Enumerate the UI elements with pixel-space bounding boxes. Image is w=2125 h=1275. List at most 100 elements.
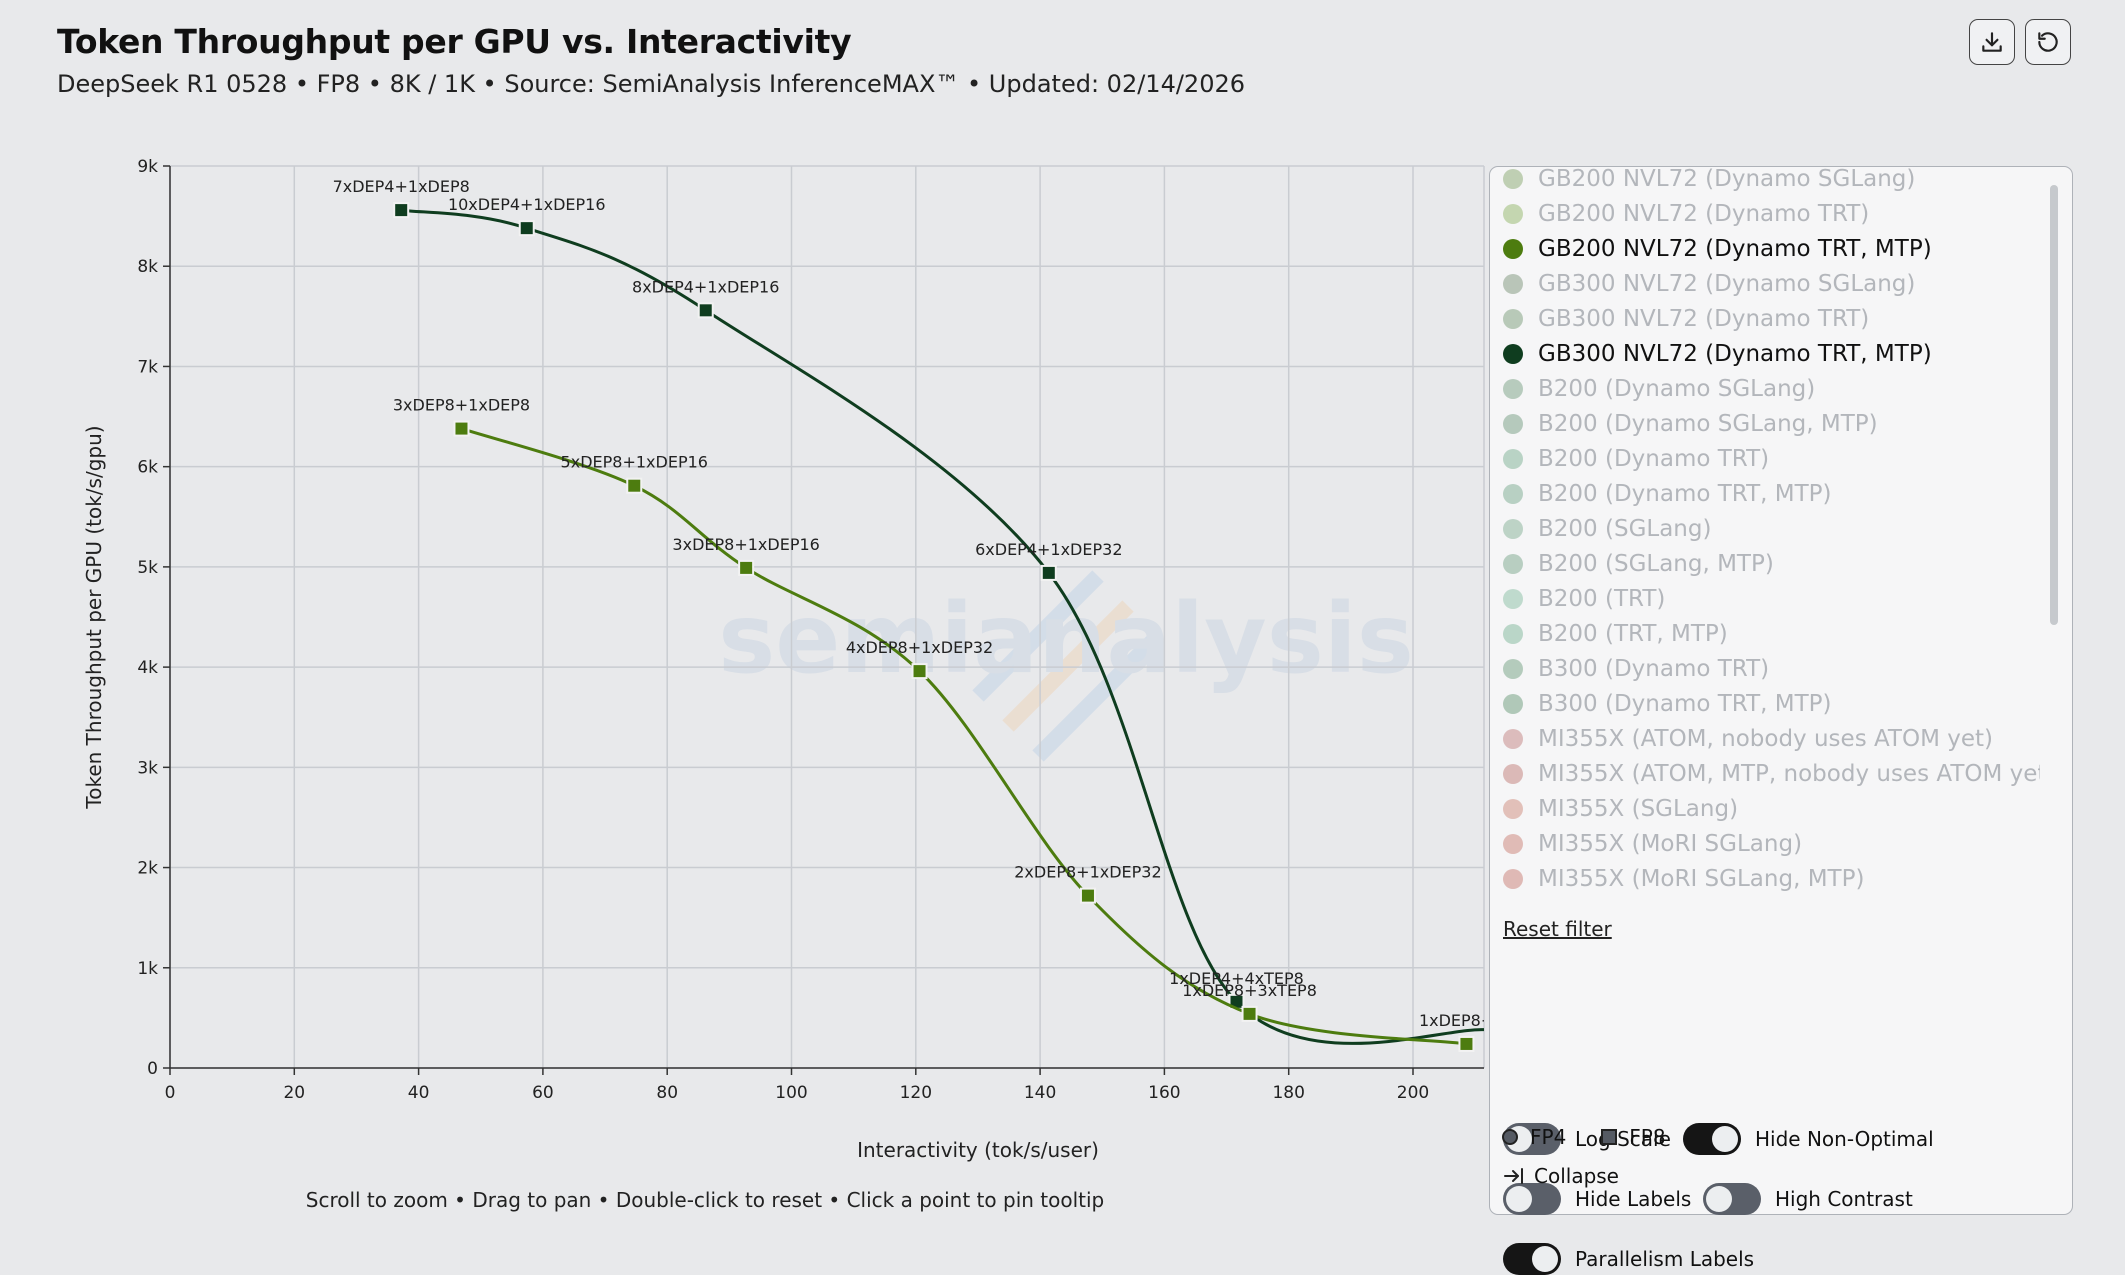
legend-item-label: B200 (SGLang, MTP) xyxy=(1538,551,1774,577)
data-label: 3xDEP8+1xDEP16 xyxy=(672,535,819,554)
legend-item[interactable]: GB200 NVL72 (Dynamo SGLang) xyxy=(1503,167,1915,196)
legend-swatch-icon xyxy=(1503,379,1523,399)
legend-item[interactable]: B200 (SGLang, MTP) xyxy=(1503,547,1774,581)
legend-item[interactable]: B200 (Dynamo TRT, MTP) xyxy=(1503,477,1832,511)
legend-swatch-icon xyxy=(1503,694,1523,714)
legend-item-label: MI355X (MoRI SGLang) xyxy=(1538,831,1803,857)
y-tick-label: 3k xyxy=(137,758,158,778)
log-scale-toggle[interactable] xyxy=(1503,1123,1561,1155)
x-tick-label: 80 xyxy=(656,1083,678,1103)
legend-swatch-icon xyxy=(1503,344,1523,364)
legend-item-label: B200 (TRT, MTP) xyxy=(1538,621,1728,647)
high-contrast-toggle[interactable] xyxy=(1703,1183,1761,1215)
download-button[interactable] xyxy=(1969,19,2015,65)
x-tick-label: 120 xyxy=(900,1083,932,1103)
legend-swatch-icon xyxy=(1503,659,1523,679)
x-tick-label: 100 xyxy=(775,1083,807,1103)
legend-item-label: MI355X (ATOM, nobody uses ATOM yet) xyxy=(1538,726,1993,752)
collapse-icon xyxy=(1504,1168,1523,1184)
legend-item-label: GB200 NVL72 (Dynamo TRT, MTP) xyxy=(1538,236,1932,262)
legend-item-label: B200 (Dynamo SGLang, MTP) xyxy=(1538,411,1878,437)
reset-filter-link[interactable]: Reset filter xyxy=(1503,917,1612,941)
parallelism-labels-label: Parallelism Labels xyxy=(1575,1247,1755,1271)
legend-list[interactable]: GB200 NVL72 (Dynamo SGLang) GB200 NVL72 (… xyxy=(1490,167,2040,899)
x-tick-label: 160 xyxy=(1148,1083,1180,1103)
data-point xyxy=(911,663,928,680)
chart-title: Token Throughput per GPU vs. Interactivi… xyxy=(57,22,852,61)
hide-non-optimal-label: Hide Non-Optimal xyxy=(1755,1127,1934,1151)
hide-non-optimal-toggle[interactable] xyxy=(1683,1123,1741,1155)
legend-panel: GB200 NVL72 (Dynamo SGLang) GB200 NVL72 (… xyxy=(1489,166,2073,1275)
legend-item[interactable]: B200 (Dynamo SGLang, MTP) xyxy=(1503,407,1878,441)
legend-item[interactable]: B200 (TRT, MTP) xyxy=(1503,617,1728,651)
legend-scrollbar[interactable] xyxy=(2050,185,2058,625)
legend-swatch-icon xyxy=(1503,834,1523,854)
legend-item-label: GB300 NVL72 (Dynamo SGLang) xyxy=(1538,271,1916,297)
legend-item[interactable]: GB300 NVL72 (Dynamo TRT, MTP) xyxy=(1503,337,1932,371)
y-tick-label: 6k xyxy=(137,458,158,478)
reset-icon xyxy=(2038,32,2058,52)
data-label: 6xDEP4+1xDEP32 xyxy=(975,540,1122,559)
data-label: 1xDEP8+3x xyxy=(1419,1011,1514,1030)
data-point xyxy=(626,477,643,494)
hide-labels-toggle[interactable] xyxy=(1503,1183,1561,1215)
legend-item[interactable]: GB300 NVL72 (Dynamo TRT) xyxy=(1503,302,1869,336)
legend-item[interactable]: MI355X (MoRI SGLang) xyxy=(1503,827,1802,861)
svg-text:semianalysis: semianalysis xyxy=(718,583,1414,695)
parallelism-labels-toggle[interactable] xyxy=(1503,1243,1561,1275)
legend-item[interactable]: B200 (TRT) xyxy=(1503,582,1665,616)
legend-item-label: GB300 NVL72 (Dynamo TRT, MTP) xyxy=(1538,341,1932,367)
y-axis-title: Token Throughput per GPU (tok/s/gpu) xyxy=(82,425,106,809)
reset-view-button[interactable] xyxy=(2025,19,2071,65)
legend-swatch-icon xyxy=(1503,519,1523,539)
hide-labels-label: Hide Labels xyxy=(1575,1187,1692,1211)
legend-item-label: MI355X (MoRI SGLang, MTP) xyxy=(1538,866,1865,892)
legend-swatch-icon xyxy=(1503,869,1523,889)
legend-item[interactable]: MI355X (ATOM, MTP, nobody uses ATOM yet) xyxy=(1503,757,2040,791)
log-scale-label: Log Scale xyxy=(1575,1127,1671,1151)
legend-item-label: B300 (Dynamo TRT) xyxy=(1538,656,1770,682)
legend-item[interactable]: MI355X (ATOM, nobody uses ATOM yet) xyxy=(1503,722,1993,756)
parallelism-labels-toggle-row: Parallelism Labels xyxy=(1503,1243,1754,1275)
fp4-marker-icon xyxy=(1502,1129,1518,1145)
collapse-button[interactable]: Collapse xyxy=(1502,1164,1619,1188)
legend-item[interactable]: GB200 NVL72 (Dynamo TRT, MTP) xyxy=(1503,232,1932,266)
legend-item[interactable]: B200 (SGLang) xyxy=(1503,512,1711,546)
legend-item[interactable]: GB200 NVL72 (Dynamo TRT) xyxy=(1503,197,1869,231)
legend-swatch-icon xyxy=(1503,169,1523,189)
legend-item[interactable]: B200 (Dynamo TRT) xyxy=(1503,442,1769,476)
legend-swatch-icon xyxy=(1503,414,1523,434)
data-label: 3xDEP8+1xDEP8 xyxy=(393,396,530,415)
y-tick-label: 8k xyxy=(137,257,158,277)
legend-item[interactable]: B300 (Dynamo TRT) xyxy=(1503,652,1769,686)
data-label: 5xDEP8+1xDEP16 xyxy=(561,453,708,472)
data-point xyxy=(697,302,714,319)
data-point xyxy=(1079,887,1096,904)
data-point xyxy=(453,420,470,437)
data-label: 4xDEP8+1xDEP32 xyxy=(846,638,993,657)
y-tick-label: 9k xyxy=(137,157,158,177)
download-icon xyxy=(1982,32,2002,52)
legend-item[interactable]: GB300 NVL72 (Dynamo SGLang) xyxy=(1503,267,1915,301)
legend-item[interactable]: MI355X (MoRI SGLang, MTP) xyxy=(1503,862,1864,896)
legend-item[interactable]: B300 (Dynamo TRT, MTP) xyxy=(1503,687,1832,721)
hide-labels-toggle-row: Hide Labels xyxy=(1503,1183,1691,1215)
legend-item[interactable]: MI355X (SGLang) xyxy=(1503,792,1738,826)
log-scale-toggle-row: Log Scale xyxy=(1503,1123,1671,1155)
legend-item-label: B200 (SGLang) xyxy=(1538,516,1712,542)
legend-swatch-icon xyxy=(1503,484,1523,504)
legend-swatch-icon xyxy=(1503,554,1523,574)
collapse-label: Collapse xyxy=(1534,1164,1619,1188)
y-tick-label: 5k xyxy=(137,558,158,578)
x-tick-label: 140 xyxy=(1024,1083,1056,1103)
legend-item-label: MI355X (SGLang) xyxy=(1538,796,1739,822)
marker-legend: FP4 FP8 xyxy=(1502,1125,1666,1149)
legend-item[interactable]: B200 (Dynamo SGLang) xyxy=(1503,372,1815,406)
data-label: 2xDEP8+1xDEP32 xyxy=(1014,863,1161,882)
legend-item-label: GB200 NVL72 (Dynamo SGLang) xyxy=(1538,167,1916,192)
legend-swatch-icon xyxy=(1503,239,1523,259)
legend-item-label: MI355X (ATOM, MTP, nobody uses ATOM yet) xyxy=(1538,761,2040,787)
data-point xyxy=(1040,564,1057,581)
series-line xyxy=(400,208,1484,1045)
chart-area[interactable]: semianalysis 0 20 40 60 80 100 120 140 160 180 200… xyxy=(0,0,2125,1247)
